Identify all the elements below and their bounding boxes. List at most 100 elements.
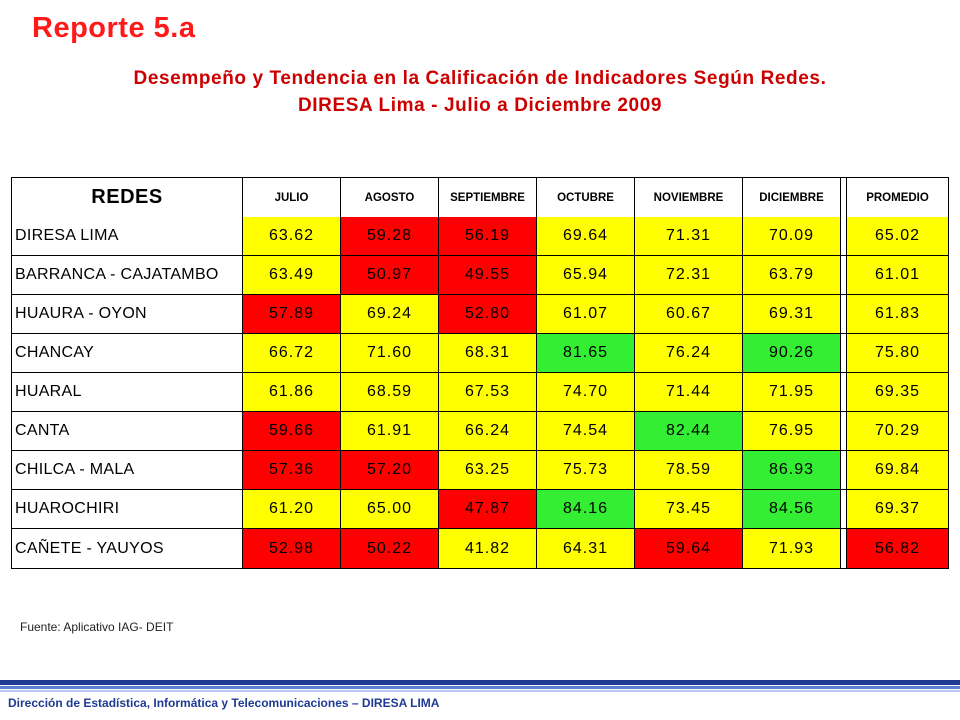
- red-name-cell: HUAROCHIRI: [12, 490, 243, 529]
- value-cell: 90.26: [743, 334, 841, 373]
- value-cell: 56.82: [847, 529, 948, 568]
- value-cell: 57.36: [243, 451, 341, 490]
- value-cell: 72.31: [635, 256, 743, 295]
- value-cell: 65.94: [537, 256, 635, 295]
- header-diciembre: DICIEMBRE: [743, 178, 841, 217]
- value-cell: 86.93: [743, 451, 841, 490]
- table-header-row: REDES JULIO AGOSTO SEPTIEMBRE OCTUBRE NO…: [12, 178, 948, 217]
- value-cell: 59.66: [243, 412, 341, 451]
- value-cell: 52.80: [439, 295, 537, 334]
- subtitle-line-2: DIRESA Lima - Julio a Diciembre 2009: [297, 95, 663, 116]
- value-cell: 69.37: [847, 490, 948, 529]
- red-name-cell: BARRANCA - CAJATAMBO: [12, 256, 243, 295]
- footer-rule-light: [0, 690, 960, 692]
- value-cell: 63.62: [243, 217, 341, 256]
- value-cell: 65.02: [847, 217, 948, 256]
- value-cell: 76.95: [743, 412, 841, 451]
- value-cell: 68.59: [341, 373, 439, 412]
- value-cell: 74.70: [537, 373, 635, 412]
- value-cell: 75.80: [847, 334, 948, 373]
- value-cell: 70.09: [743, 217, 841, 256]
- value-cell: 50.22: [341, 529, 439, 568]
- value-cell: 71.93: [743, 529, 841, 568]
- table-row: CHILCA - MALA 57.36 57.20 63.25 75.73 78.59 86…: [12, 451, 948, 490]
- column-separator: [841, 217, 847, 256]
- value-cell: 81.65: [537, 334, 635, 373]
- footer-rule-mid: [0, 686, 960, 689]
- value-cell: 61.83: [847, 295, 948, 334]
- footer-rule-dark: [0, 680, 960, 685]
- value-cell: 50.97: [341, 256, 439, 295]
- value-cell: 66.24: [439, 412, 537, 451]
- header-julio: JULIO: [243, 178, 341, 217]
- value-cell: 84.16: [537, 490, 635, 529]
- value-cell: 69.64: [537, 217, 635, 256]
- table-row: HUARAL 61.86 68.59 67.53 74.70 71.44 71.95 69.3…: [12, 373, 948, 412]
- column-separator: [841, 451, 847, 490]
- column-separator: [841, 334, 847, 373]
- red-name-cell: HUARAL: [12, 373, 243, 412]
- value-cell: 56.19: [439, 217, 537, 256]
- value-cell: 67.53: [439, 373, 537, 412]
- value-cell: 63.25: [439, 451, 537, 490]
- redes-table: REDES JULIO AGOSTO SEPTIEMBRE OCTUBRE NO…: [11, 177, 949, 569]
- value-cell: 71.31: [635, 217, 743, 256]
- header-redes: REDES: [12, 178, 243, 217]
- column-separator: [841, 412, 847, 451]
- value-cell: 52.98: [243, 529, 341, 568]
- value-cell: 59.28: [341, 217, 439, 256]
- value-cell: 49.55: [439, 256, 537, 295]
- value-cell: 65.00: [341, 490, 439, 529]
- value-cell: 60.67: [635, 295, 743, 334]
- value-cell: 84.56: [743, 490, 841, 529]
- value-cell: 71.60: [341, 334, 439, 373]
- red-name-cell: HUAURA - OYON: [12, 295, 243, 334]
- value-cell: 63.49: [243, 256, 341, 295]
- header-septiembre: SEPTIEMBRE: [439, 178, 537, 217]
- value-cell: 71.95: [743, 373, 841, 412]
- value-cell: 41.82: [439, 529, 537, 568]
- column-separator: [841, 256, 847, 295]
- source-note: Fuente: Aplicativo IAG- DEIT: [20, 620, 174, 634]
- table-row: DIRESA LIMA 63.62 59.28 56.19 69.64 71.31 70.0…: [12, 217, 948, 256]
- value-cell: 61.20: [243, 490, 341, 529]
- column-separator: [841, 373, 847, 412]
- header-octubre: OCTUBRE: [537, 178, 635, 217]
- value-cell: 64.31: [537, 529, 635, 568]
- value-cell: 47.87: [439, 490, 537, 529]
- value-cell: 61.86: [243, 373, 341, 412]
- value-cell: 63.79: [743, 256, 841, 295]
- value-cell: 69.84: [847, 451, 948, 490]
- value-cell: 66.72: [243, 334, 341, 373]
- column-separator: [841, 529, 847, 568]
- report-title: Reporte 5.a: [32, 12, 196, 44]
- table-row: HUAURA - OYON 57.89 69.24 52.80 61.07 60.67 69…: [12, 295, 948, 334]
- value-cell: 61.01: [847, 256, 948, 295]
- value-cell: 70.29: [847, 412, 948, 451]
- column-separator: [841, 295, 847, 334]
- value-cell: 73.45: [635, 490, 743, 529]
- table-row: BARRANCA - CAJATAMBO 63.49 50.97 49.55 65.94…: [12, 256, 948, 295]
- value-cell: 76.24: [635, 334, 743, 373]
- red-name-cell: CHANCAY: [12, 334, 243, 373]
- value-cell: 61.07: [537, 295, 635, 334]
- table-row: CAÑETE - YAUYOS 52.98 50.22 41.82 64.31 59.64…: [12, 529, 948, 568]
- value-cell: 68.31: [439, 334, 537, 373]
- value-cell: 82.44: [635, 412, 743, 451]
- value-cell: 71.44: [635, 373, 743, 412]
- value-cell: 57.89: [243, 295, 341, 334]
- value-cell: 69.35: [847, 373, 948, 412]
- value-cell: 74.54: [537, 412, 635, 451]
- value-cell: 57.20: [341, 451, 439, 490]
- value-cell: 75.73: [537, 451, 635, 490]
- header-promedio: PROMEDIO: [847, 178, 948, 217]
- value-cell: 78.59: [635, 451, 743, 490]
- header-noviembre: NOVIEMBRE: [635, 178, 743, 217]
- header-agosto: AGOSTO: [341, 178, 439, 217]
- table-row: CANTA 59.66 61.91 66.24 74.54 82.44 76.95 70.29: [12, 412, 948, 451]
- red-name-cell: CAÑETE - YAUYOS: [12, 529, 243, 568]
- value-cell: 69.31: [743, 295, 841, 334]
- column-separator: [841, 178, 847, 217]
- table-row: HUAROCHIRI 61.20 65.00 47.87 84.16 73.45 84.56…: [12, 490, 948, 529]
- value-cell: 61.91: [341, 412, 439, 451]
